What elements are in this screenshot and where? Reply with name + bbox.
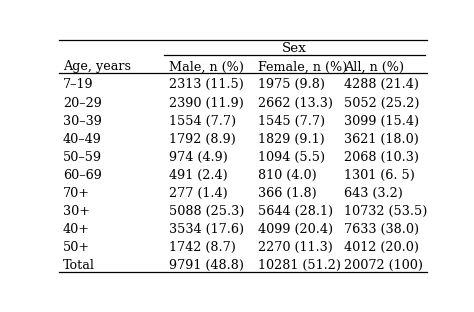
Text: Sex: Sex bbox=[282, 42, 307, 55]
Text: 7–19: 7–19 bbox=[63, 78, 93, 91]
Text: 1301 (6. 5): 1301 (6. 5) bbox=[344, 169, 415, 182]
Text: 50+: 50+ bbox=[63, 241, 90, 254]
Text: 277 (1.4): 277 (1.4) bbox=[169, 187, 228, 200]
Text: 491 (2.4): 491 (2.4) bbox=[169, 169, 228, 182]
Text: 2270 (11.3): 2270 (11.3) bbox=[258, 241, 332, 254]
Text: 810 (4.0): 810 (4.0) bbox=[258, 169, 316, 182]
Text: 10732 (53.5): 10732 (53.5) bbox=[344, 205, 428, 218]
Text: 3099 (15.4): 3099 (15.4) bbox=[344, 115, 419, 128]
Text: 5088 (25.3): 5088 (25.3) bbox=[169, 205, 245, 218]
Text: 4288 (21.4): 4288 (21.4) bbox=[344, 78, 419, 91]
Text: Female, n (%): Female, n (%) bbox=[258, 61, 347, 73]
Text: Age, years: Age, years bbox=[63, 61, 131, 73]
Text: 366 (1.8): 366 (1.8) bbox=[258, 187, 316, 200]
Text: 30–39: 30–39 bbox=[63, 115, 102, 128]
Text: 2390 (11.9): 2390 (11.9) bbox=[169, 96, 244, 110]
Text: 20072 (100): 20072 (100) bbox=[344, 259, 423, 272]
Text: 1094 (5.5): 1094 (5.5) bbox=[258, 151, 325, 164]
Text: 3534 (17.6): 3534 (17.6) bbox=[169, 223, 245, 236]
Text: All, n (%): All, n (%) bbox=[344, 61, 404, 73]
Text: 4099 (20.4): 4099 (20.4) bbox=[258, 223, 333, 236]
Text: 2068 (10.3): 2068 (10.3) bbox=[344, 151, 419, 164]
Text: 1975 (9.8): 1975 (9.8) bbox=[258, 78, 325, 91]
Text: 4012 (20.0): 4012 (20.0) bbox=[344, 241, 419, 254]
Text: 5052 (25.2): 5052 (25.2) bbox=[344, 96, 419, 110]
Text: Male, n (%): Male, n (%) bbox=[169, 61, 245, 73]
Text: 70+: 70+ bbox=[63, 187, 90, 200]
Text: 1554 (7.7): 1554 (7.7) bbox=[169, 115, 237, 128]
Text: 40–49: 40–49 bbox=[63, 133, 102, 146]
Text: 9791 (48.8): 9791 (48.8) bbox=[169, 259, 245, 272]
Text: 1742 (8.7): 1742 (8.7) bbox=[169, 241, 237, 254]
Text: 974 (4.9): 974 (4.9) bbox=[169, 151, 228, 164]
Text: 1792 (8.9): 1792 (8.9) bbox=[169, 133, 237, 146]
Text: 643 (3.2): 643 (3.2) bbox=[344, 187, 403, 200]
Text: 20–29: 20–29 bbox=[63, 96, 102, 110]
Text: 60–69: 60–69 bbox=[63, 169, 102, 182]
Text: 10281 (51.2): 10281 (51.2) bbox=[258, 259, 341, 272]
Text: 1829 (9.1): 1829 (9.1) bbox=[258, 133, 324, 146]
Text: 5644 (28.1): 5644 (28.1) bbox=[258, 205, 333, 218]
Text: 40+: 40+ bbox=[63, 223, 90, 236]
Text: 2313 (11.5): 2313 (11.5) bbox=[169, 78, 244, 91]
Text: 1545 (7.7): 1545 (7.7) bbox=[258, 115, 325, 128]
Text: 7633 (38.0): 7633 (38.0) bbox=[344, 223, 419, 236]
Text: 30+: 30+ bbox=[63, 205, 90, 218]
Text: 3621 (18.0): 3621 (18.0) bbox=[344, 133, 419, 146]
Text: Total: Total bbox=[63, 259, 95, 272]
Text: 2662 (13.3): 2662 (13.3) bbox=[258, 96, 333, 110]
Text: 50–59: 50–59 bbox=[63, 151, 102, 164]
